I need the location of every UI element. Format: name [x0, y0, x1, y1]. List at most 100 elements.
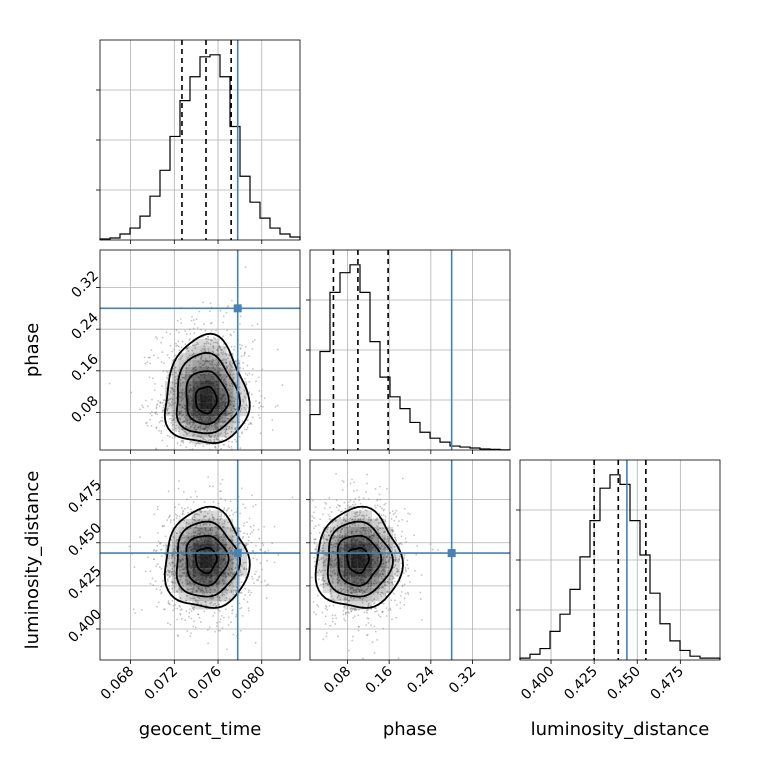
scatter-point-luminosity_distance_vs_phase: [390, 599, 393, 602]
scatter-point-luminosity_distance_vs_geocent_time: [182, 543, 185, 546]
scatter-point-luminosity_distance_vs_phase: [387, 539, 390, 542]
scatter-point-luminosity_distance_vs_geocent_time: [193, 515, 196, 517]
ytick-label-luminosity_distance-0: 0.400: [65, 606, 105, 646]
scatter-point-luminosity_distance_vs_phase: [328, 534, 331, 537]
scatter-point-phase_vs_geocent_time: [167, 374, 170, 377]
scatter-point-luminosity_distance_vs_phase: [303, 579, 305, 581]
scatter-point-luminosity_distance_vs_geocent_time: [192, 625, 195, 628]
scatter-point-luminosity_distance_vs_phase: [331, 570, 334, 573]
scatter-point-luminosity_distance_vs_geocent_time: [190, 632, 192, 635]
scatter-point-phase_vs_geocent_time: [168, 412, 170, 414]
density-cell-luminosity_distance_vs_phase: [329, 560, 337, 569]
scatter-point-luminosity_distance_vs_phase: [358, 608, 360, 611]
scatter-point-luminosity_distance_vs_geocent_time: [217, 595, 220, 597]
density-cell-phase_vs_geocent_time: [199, 395, 207, 403]
scatter-point-phase_vs_geocent_time: [199, 430, 202, 433]
scatter-point-luminosity_distance_vs_phase: [383, 568, 385, 571]
scatter-point-luminosity_distance_vs_phase: [364, 532, 366, 535]
scatter-point-luminosity_distance_vs_geocent_time: [162, 544, 165, 547]
scatter-point-phase_vs_geocent_time: [163, 399, 166, 401]
scatter-point-luminosity_distance_vs_geocent_time: [212, 615, 215, 617]
scatter-point-phase_vs_geocent_time: [194, 368, 197, 371]
scatter-point-luminosity_distance_vs_geocent_time: [227, 574, 230, 577]
scatter-point-phase_vs_geocent_time: [172, 419, 175, 421]
scatter-point-luminosity_distance_vs_phase: [358, 496, 360, 499]
scatter-point-luminosity_distance_vs_geocent_time: [176, 532, 179, 535]
scatter-point-luminosity_distance_vs_phase: [381, 565, 384, 568]
scatter-point-phase_vs_geocent_time: [204, 427, 207, 430]
ytick-label-phase-0: 0.08: [68, 393, 101, 426]
scatter-point-luminosity_distance_vs_geocent_time: [212, 518, 215, 521]
scatter-point-luminosity_distance_vs_phase: [386, 580, 389, 583]
scatter-point-luminosity_distance_vs_geocent_time: [179, 578, 182, 581]
scatter-point-phase_vs_geocent_time: [242, 400, 245, 403]
density-cell-luminosity_distance_vs_geocent_time: [192, 568, 200, 577]
scatter-point-luminosity_distance_vs_geocent_time: [230, 568, 233, 570]
scatter-point-phase_vs_geocent_time: [162, 404, 165, 407]
scatter-point-phase_vs_geocent_time: [183, 393, 186, 395]
scatter-point-luminosity_distance_vs_phase: [284, 523, 286, 525]
scatter-point-luminosity_distance_vs_phase: [385, 561, 388, 563]
scatter-point-luminosity_distance_vs_geocent_time: [221, 478, 224, 481]
scatter-point-luminosity_distance_vs_geocent_time: [179, 612, 182, 615]
scatter-point-phase_vs_geocent_time: [242, 398, 244, 401]
density-cell-phase_vs_geocent_time: [178, 373, 186, 381]
scatter-point-luminosity_distance_vs_geocent_time: [156, 563, 159, 566]
scatter-point-luminosity_distance_vs_geocent_time: [205, 589, 208, 592]
scatter-point-luminosity_distance_vs_geocent_time: [218, 599, 221, 602]
scatter-point-phase_vs_geocent_time: [248, 372, 251, 375]
scatter-point-luminosity_distance_vs_geocent_time: [171, 555, 174, 558]
scatter-point-luminosity_distance_vs_geocent_time: [225, 510, 228, 512]
scatter-point-phase_vs_geocent_time: [191, 454, 193, 456]
scatter-point-phase_vs_geocent_time: [248, 355, 250, 358]
scatter-point-luminosity_distance_vs_geocent_time: [179, 597, 182, 599]
scatter-point-phase_vs_geocent_time: [174, 382, 177, 384]
scatter-point-phase_vs_geocent_time: [204, 329, 207, 332]
scatter-point-luminosity_distance_vs_phase: [349, 506, 351, 508]
scatter-point-luminosity_distance_vs_geocent_time: [222, 525, 225, 528]
scatter-point-luminosity_distance_vs_geocent_time: [230, 571, 233, 574]
scatter-point-phase_vs_geocent_time: [214, 423, 217, 426]
scatter-point-phase_vs_geocent_time: [168, 402, 171, 405]
scatter-point-luminosity_distance_vs_phase: [357, 588, 360, 591]
scatter-point-luminosity_distance_vs_phase: [369, 588, 372, 590]
scatter-point-phase_vs_geocent_time: [173, 435, 176, 438]
scatter-point-luminosity_distance_vs_geocent_time: [170, 555, 173, 557]
scatter-point-phase_vs_geocent_time: [168, 504, 170, 506]
scatter-point-phase_vs_geocent_time: [161, 402, 164, 404]
scatter-point-phase_vs_geocent_time: [177, 413, 180, 416]
scatter-point-luminosity_distance_vs_phase: [360, 531, 363, 534]
scatter-point-luminosity_distance_vs_phase: [396, 567, 398, 570]
scatter-point-luminosity_distance_vs_geocent_time: [200, 511, 202, 514]
density-cell-luminosity_distance_vs_geocent_time: [178, 576, 186, 585]
scatter-point-luminosity_distance_vs_phase: [335, 545, 337, 548]
scatter-point-phase_vs_geocent_time: [168, 356, 171, 359]
scatter-point-luminosity_distance_vs_geocent_time: [239, 530, 242, 533]
scatter-point-luminosity_distance_vs_geocent_time: [245, 544, 248, 546]
scatter-point-luminosity_distance_vs_phase: [326, 538, 329, 541]
scatter-point-phase_vs_geocent_time: [200, 328, 202, 331]
scatter-point-phase_vs_geocent_time: [213, 438, 216, 441]
scatter-point-phase_vs_geocent_time: [225, 358, 228, 361]
scatter-point-phase_vs_geocent_time: [233, 404, 236, 407]
scatter-point-luminosity_distance_vs_phase: [349, 587, 352, 590]
scatter-point-luminosity_distance_vs_geocent_time: [191, 607, 194, 610]
scatter-point-luminosity_distance_vs_geocent_time: [221, 579, 223, 582]
density-cell-luminosity_distance_vs_phase: [386, 560, 394, 569]
density-cell-phase_vs_geocent_time: [212, 373, 220, 381]
scatter-point-phase_vs_geocent_time: [208, 424, 211, 427]
scatter-point-luminosity_distance_vs_geocent_time: [180, 589, 183, 591]
density-cell-luminosity_distance_vs_phase: [364, 568, 373, 577]
scatter-point-luminosity_distance_vs_geocent_time: [174, 550, 177, 553]
density-cell-luminosity_distance_vs_phase: [322, 543, 330, 552]
density-cell-luminosity_distance_vs_geocent_time: [219, 535, 227, 544]
scatter-point-phase_vs_geocent_time: [183, 419, 186, 422]
scatter-point-luminosity_distance_vs_geocent_time: [252, 557, 255, 560]
scatter-point-phase_vs_geocent_time: [219, 425, 222, 428]
scatter-point-phase_vs_geocent_time: [242, 367, 245, 370]
scatter-point-luminosity_distance_vs_phase: [326, 582, 329, 585]
scatter-point-phase_vs_geocent_time: [227, 413, 230, 415]
scatter-point-luminosity_distance_vs_geocent_time: [197, 532, 200, 535]
scatter-point-luminosity_distance_vs_phase: [347, 504, 350, 507]
